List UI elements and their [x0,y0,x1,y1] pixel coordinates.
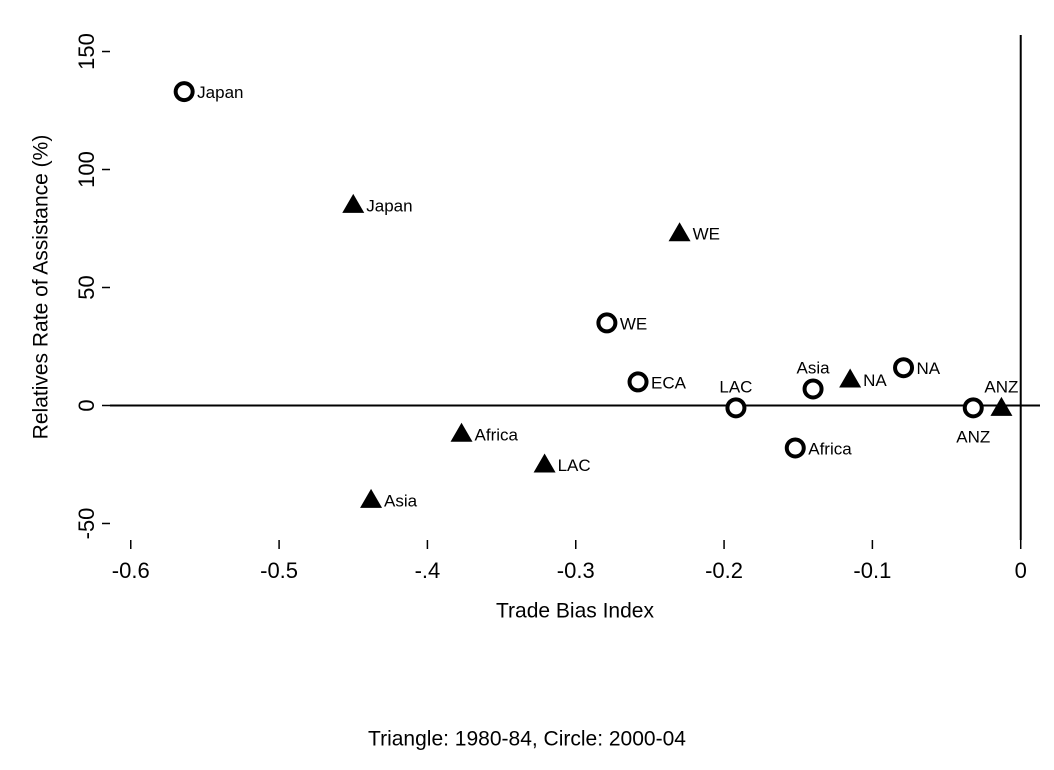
triangle-marker [360,488,383,508]
triangle-marker [668,222,691,242]
point-label: NA [863,371,887,390]
point-label: ECA [651,373,687,392]
x-tick-label: -0.3 [557,558,595,583]
point-label: Japan [366,196,412,215]
triangle-marker [533,453,556,473]
x-tick-label: -.4 [415,558,441,583]
y-tick-label: 100 [74,151,99,188]
circle-marker [627,371,649,393]
circle-marker [596,312,618,334]
triangle-marker [450,422,473,442]
x-tick-label: -0.2 [705,558,743,583]
point-label: LAC [558,456,591,475]
point-label: Asia [797,358,831,377]
point-label: LAC [719,377,752,396]
triangle-marker [990,396,1013,416]
point-label: WE [620,314,647,333]
note: Triangle: 1980-84, Circle: 2000-04 [368,728,686,751]
point-label: Japan [197,83,243,102]
circle-marker [962,397,984,419]
point-label: WE [693,225,720,244]
x-tick-label: -0.6 [112,558,150,583]
circle-marker [893,357,915,379]
point-label: Africa [475,425,519,444]
x-tick-label: 0 [1015,558,1027,583]
triangle-marker [839,368,862,388]
triangle-marker [342,193,365,213]
circle-marker [802,378,824,400]
point-label: Asia [384,491,418,510]
x-tick-label: -0.5 [260,558,298,583]
y-tick-label: 0 [74,399,99,411]
circle-marker [173,81,195,103]
point-label: ANZ [956,427,990,446]
x-axis-label: Trade Bias Index [496,600,654,623]
y-axis-label: Relatives Rate of Assistance (%) [30,135,53,440]
y-tick-label: 150 [74,33,99,70]
x-tick-label: -0.1 [853,558,891,583]
circle-marker [725,397,747,419]
point-label: ANZ [984,377,1018,396]
point-label: Africa [808,439,852,458]
circle-marker [784,437,806,459]
y-tick-label: -50 [74,508,99,540]
point-label: NA [917,359,941,378]
y-tick-label: 50 [74,275,99,299]
